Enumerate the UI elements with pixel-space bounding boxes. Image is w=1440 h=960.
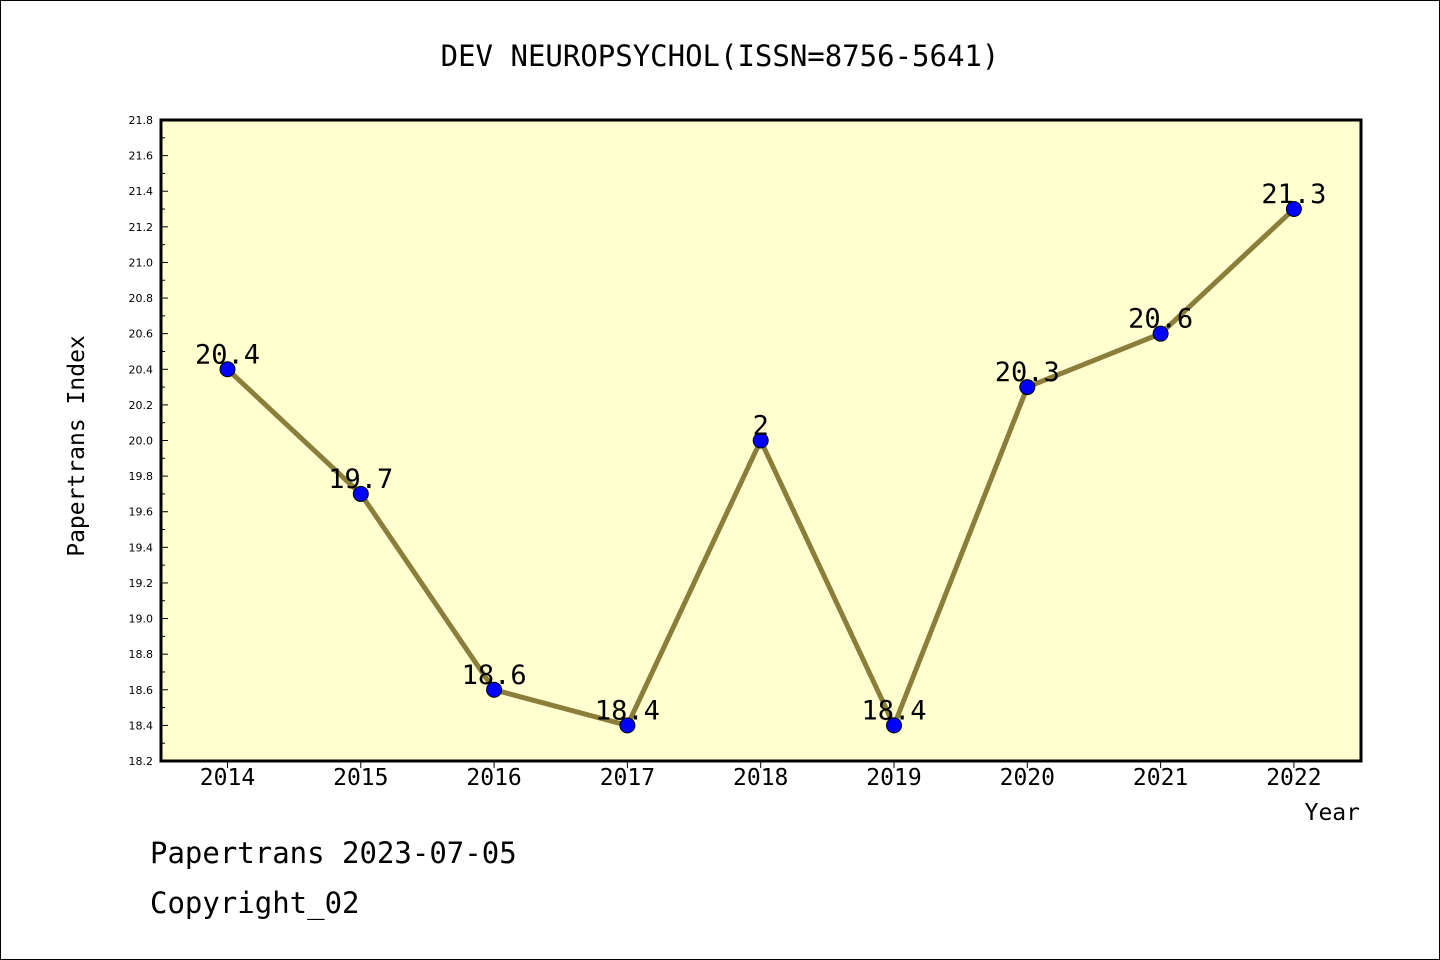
y-tick-label: 21.8 [129,114,154,127]
data-point [1152,325,1169,342]
data-label: 18.4 [595,695,660,726]
x-tick-label: 2014 [200,765,255,791]
data-label: 18.4 [861,695,926,726]
data-point [219,361,236,378]
y-tick-label: 21.2 [129,221,154,234]
data-point [1019,379,1036,396]
x-tick-label: 2021 [1133,765,1188,791]
y-tick-label: 18.8 [129,648,154,661]
data-point [886,717,902,734]
y-tick-label: 20.6 [129,328,154,341]
data-point [486,681,503,698]
chart-title: DEV NEUROPSYCHOL(ISSN=8756-5641) [441,39,1000,73]
x-tick-label: 2018 [733,765,788,791]
footer-source: Papertrans 2023-07-05 [150,836,517,870]
x-tick-label: 2017 [600,765,655,791]
x-tick-label: 2019 [866,765,921,791]
series-line: 20.4 19.7 18.6 18.4 2 18.4 20.3 20.6 21.3 [195,179,1326,734]
x-axis-label: Year [1305,800,1360,826]
y-tick-label: 20.0 [129,435,154,448]
x-tick-label: 2016 [466,765,521,791]
y-tick-label: 19.4 [129,541,154,554]
y-tick-label: 18.4 [129,719,154,732]
data-point [1285,201,1302,218]
y-tick-label: 20.4 [129,363,154,376]
x-axis: 2014 2015 2016 2017 2018 2019 2020 2021 2022 [200,761,1322,791]
data-point [752,432,769,449]
y-axis-label: Papertrans Index [64,335,90,557]
y-tick-label: 18.2 [129,755,154,768]
y-tick-label: 21.6 [129,150,154,163]
y-axis: 18.2 18.4 18.6 18.8 19.0 19.2 19.4 19.6 19.8 20.0… [129,114,168,768]
data-label: 21.3 [1261,179,1326,210]
y-tick-label: 19.2 [129,577,154,590]
x-tick-label: 2020 [1000,765,1055,791]
y-tick-label: 21.4 [129,185,154,198]
y-tick-label: 18.6 [129,684,154,697]
data-label: 19.7 [328,464,393,495]
y-tick-label: 19.6 [129,506,154,519]
data-point [619,717,636,734]
data-label: 20.6 [1128,304,1193,335]
y-tick-label: 20.2 [129,399,154,412]
y-tick-label: 20.8 [129,292,154,305]
data-label: 20.3 [995,357,1060,388]
y-tick-label: 19.8 [129,470,154,483]
data-label: 2 [753,411,769,442]
y-tick-label: 19.0 [129,613,154,626]
x-tick-label: 2015 [333,765,388,791]
x-tick-label: 2022 [1266,765,1321,791]
y-tick-label: 21.0 [129,256,154,269]
data-label: 18.6 [462,660,527,691]
footer-copyright: Copyright_02 [150,886,360,920]
data-label: 20.4 [195,339,260,370]
data-point [352,485,369,502]
